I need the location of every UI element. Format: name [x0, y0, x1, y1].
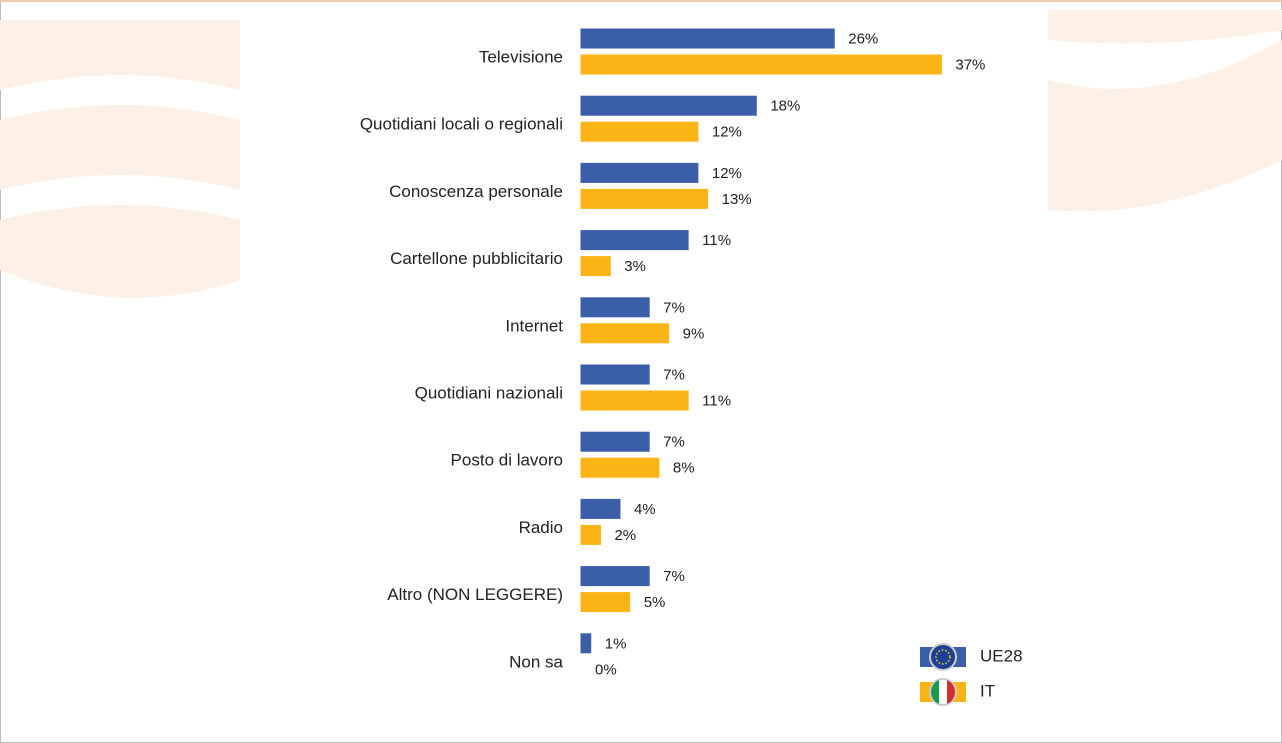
bar: [580, 566, 650, 587]
value-label: 7%: [663, 434, 685, 451]
legend-label: IT: [980, 681, 995, 700]
it-green: [931, 680, 939, 704]
bar: [580, 592, 631, 613]
bar: [580, 162, 699, 183]
category-label: Quotidiani locali o regionali: [360, 115, 563, 134]
value-label: 26%: [848, 30, 878, 47]
value-label: 11%: [702, 232, 731, 249]
legend: UE28 IT: [920, 643, 1023, 706]
category-label: Posto di lavoro: [451, 451, 563, 470]
bar: [580, 323, 670, 344]
value-label: 7%: [663, 299, 685, 316]
bar: [580, 28, 835, 49]
bar: [580, 95, 757, 116]
bar: [580, 633, 592, 654]
category-label: Altro (NON LEGGERE): [387, 585, 563, 604]
bar: [580, 230, 689, 251]
category-label: Quotidiani nazionali: [415, 383, 563, 402]
bar: [580, 297, 650, 318]
value-label: 9%: [683, 325, 705, 342]
value-label: 18%: [770, 98, 800, 115]
bar: [580, 524, 601, 545]
category-label: Internet: [505, 316, 563, 335]
value-label: 37%: [955, 56, 985, 73]
bar: [580, 457, 660, 478]
legend-label: UE28: [980, 646, 1023, 665]
it-red: [947, 680, 955, 704]
eu-stars: [935, 649, 951, 665]
bar: [580, 256, 611, 277]
bar: [580, 390, 689, 411]
category-label: Radio: [519, 518, 563, 537]
value-label: 12%: [712, 124, 742, 141]
bar: [580, 121, 699, 142]
eu-flag-icon: [929, 643, 957, 671]
bar: [580, 54, 942, 75]
value-label: 2%: [614, 527, 636, 544]
value-label: 5%: [644, 594, 666, 611]
value-label: 8%: [673, 460, 695, 477]
value-label: 1%: [605, 635, 627, 652]
value-label: 12%: [712, 165, 742, 182]
bar: [580, 498, 621, 519]
value-label: 13%: [722, 191, 752, 208]
value-label: 4%: [634, 501, 656, 518]
category-label: Televisione: [479, 47, 563, 66]
value-label: 11%: [702, 392, 731, 409]
category-label: Cartellone pubblicitario: [390, 249, 563, 268]
bar: [580, 188, 709, 209]
category-label: Non sa: [509, 652, 563, 671]
value-label: 3%: [624, 258, 646, 275]
category-label: Conoscenza personale: [389, 182, 563, 201]
bar: [580, 431, 650, 452]
bar: [580, 364, 650, 385]
value-label: 0%: [595, 661, 617, 678]
value-label: 7%: [663, 568, 685, 585]
background-decoration: [0, 10, 1282, 298]
value-label: 7%: [663, 366, 685, 383]
